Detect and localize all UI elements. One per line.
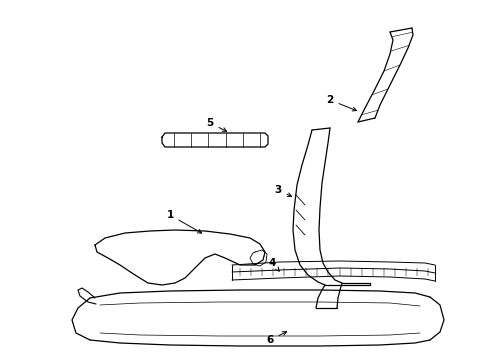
Text: 5: 5 — [206, 118, 226, 131]
Text: 3: 3 — [274, 185, 291, 197]
Text: 6: 6 — [266, 332, 286, 345]
Text: 1: 1 — [166, 210, 201, 233]
Text: 2: 2 — [325, 95, 356, 111]
Text: 4: 4 — [268, 258, 279, 271]
